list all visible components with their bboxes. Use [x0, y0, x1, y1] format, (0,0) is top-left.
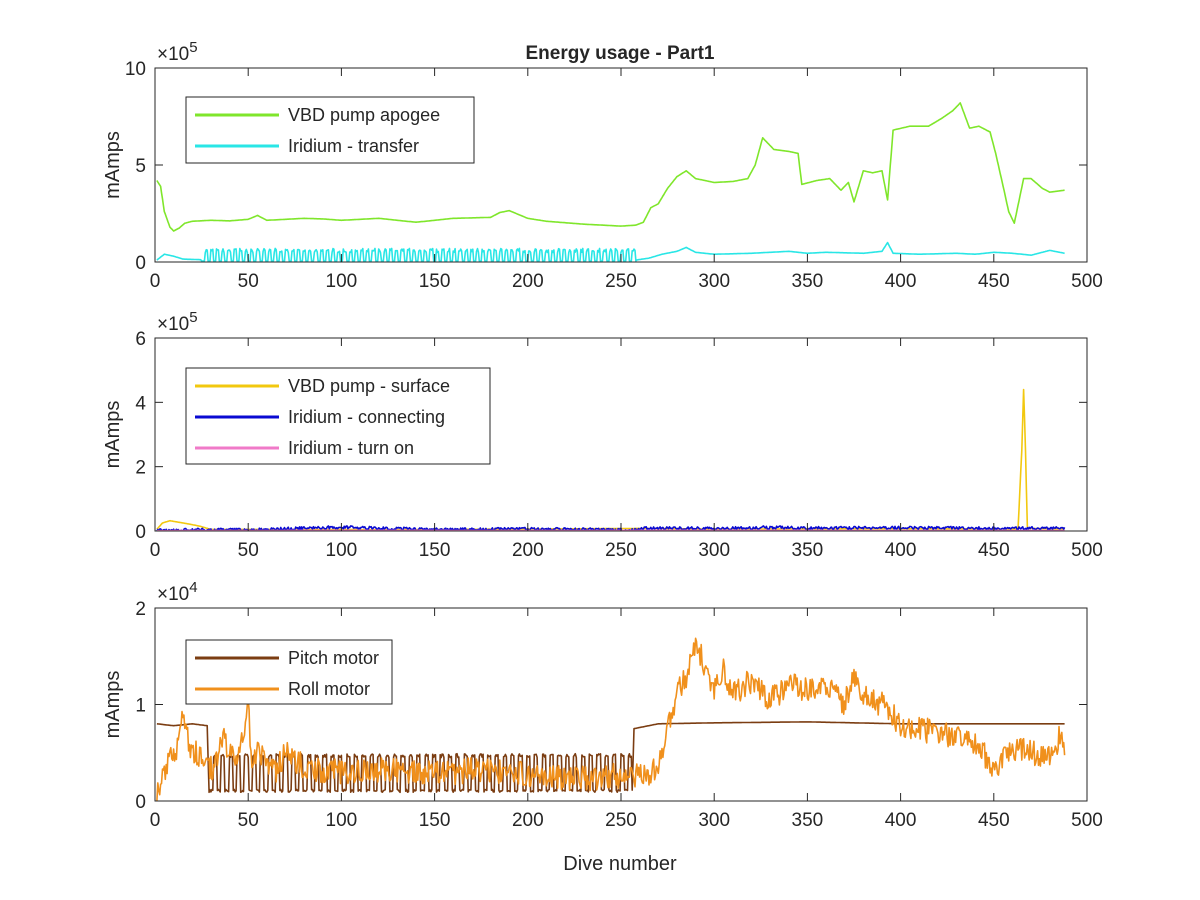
legend-entry: Iridium - transfer [288, 136, 419, 156]
y-exponent-label: ×105 [157, 309, 198, 335]
x-tick-label: 0 [150, 271, 161, 292]
y-tick-label: 0 [135, 253, 146, 274]
legend-entry: VBD pump - surface [288, 376, 450, 396]
x-tick-label: 100 [326, 540, 358, 561]
x-tick-label: 300 [698, 540, 730, 561]
legend: VBD pump apogee Iridium - transfer [185, 96, 475, 164]
series-line-iridium-connecting [156, 525, 1066, 531]
y-tick-label: 5 [135, 156, 146, 177]
x-tick-label: 0 [150, 810, 161, 831]
x-tick-label: 500 [1071, 271, 1103, 292]
legend-entry: Iridium - turn on [288, 438, 414, 458]
x-tick-label: 500 [1071, 540, 1103, 561]
x-tick-label: 350 [792, 271, 824, 292]
x-tick-label: 200 [512, 810, 544, 831]
y-axis-label: mAmps [102, 401, 124, 469]
y-tick-label: 0 [135, 792, 146, 813]
legend: Pitch motor Roll motor [185, 639, 393, 705]
x-tick-label: 150 [419, 810, 451, 831]
x-tick-label: 300 [698, 271, 730, 292]
x-tick-label: 450 [978, 540, 1010, 561]
x-tick-label: 200 [512, 271, 544, 292]
x-tick-label: 400 [885, 540, 917, 561]
series-line-pitch-motor [156, 721, 1065, 794]
legend-entry: Pitch motor [288, 648, 379, 668]
legend-entry: Iridium - connecting [288, 407, 445, 427]
x-tick-label: 450 [978, 810, 1010, 831]
x-tick-label: 150 [419, 271, 451, 292]
x-tick-label: 50 [238, 810, 259, 831]
x-tick-label: 100 [326, 271, 358, 292]
legend-entry: VBD pump apogee [288, 105, 440, 125]
x-tick-label: 350 [792, 540, 824, 561]
x-tick-label: 500 [1071, 810, 1103, 831]
x-tick-label: 250 [605, 271, 637, 292]
x-tick-label: 0 [150, 540, 161, 561]
x-tick-label: 300 [698, 810, 730, 831]
legend-frame [185, 96, 475, 164]
figure-title: Energy usage - Part1 [525, 43, 714, 64]
legend-entry: Roll motor [288, 679, 370, 699]
axes-apogee-transfer: 0 50 100 150 200 250 300 350 400 450 500 0 5 10 ×105 mA… [102, 39, 1103, 292]
x-tick-label: 50 [238, 540, 259, 561]
x-tick-label: 150 [419, 540, 451, 561]
series-line-iridium-transfer [156, 241, 1065, 262]
y-exponent-label: ×105 [157, 39, 198, 65]
x-tick-label: 100 [326, 810, 358, 831]
x-tick-label: 200 [512, 540, 544, 561]
series-line-roll-motor [156, 637, 1066, 801]
y-tick-label: 4 [135, 393, 146, 414]
x-tick-label: 250 [605, 810, 637, 831]
y-axis-label: mAmps [102, 671, 124, 739]
legend: VBD pump - surface Iridium - connecting Ir… [185, 367, 491, 465]
x-tick-label: 400 [885, 271, 917, 292]
y-exponent-label: ×104 [157, 579, 198, 605]
y-tick-label: 0 [135, 522, 146, 543]
series-line-vbd-pump-apogee [156, 102, 1065, 232]
y-axis-label: mAmps [102, 131, 124, 199]
y-tick-label: 10 [125, 59, 146, 80]
x-tick-label: 450 [978, 271, 1010, 292]
x-tick-label: 250 [605, 540, 637, 561]
x-axis-label: Dive number [563, 853, 677, 875]
y-tick-label: 2 [135, 599, 146, 620]
y-tick-label: 2 [135, 458, 146, 479]
x-tick-label: 350 [792, 810, 824, 831]
y-tick-label: 1 [135, 696, 146, 717]
plot-area [156, 637, 1066, 801]
x-tick-label: 50 [238, 271, 259, 292]
x-tick-label: 400 [885, 810, 917, 831]
legend-frame [185, 639, 393, 705]
plot-area [156, 102, 1065, 262]
y-tick-label: 6 [135, 329, 146, 350]
axes-motors: 0 50 100 150 200 250 300 350 400 450 500 0 1 2 ×104 mAm… [102, 579, 1103, 831]
axes-surface-connecting-turnon: 0 50 100 150 200 250 300 350 400 450 500 0 2 4 6 ×105 mA… [102, 309, 1103, 561]
